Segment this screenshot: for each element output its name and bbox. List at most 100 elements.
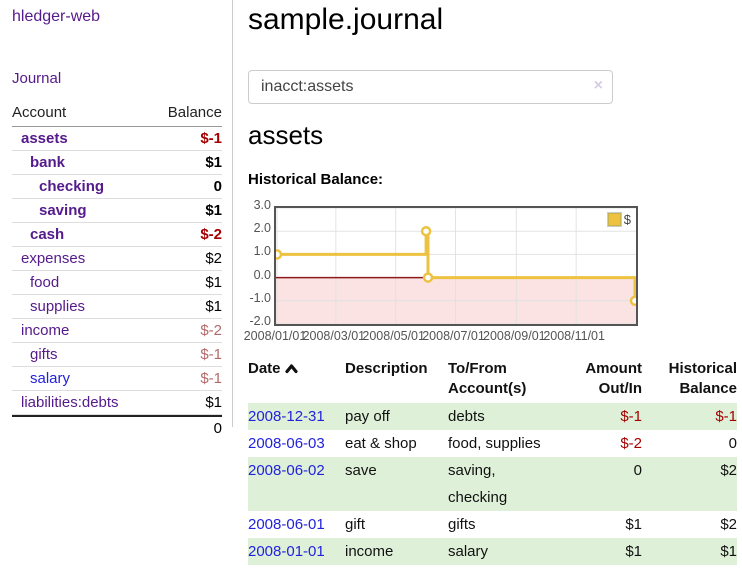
register-date-cell: 2008-01-01	[248, 538, 345, 565]
accounts-table-header: Account Balance	[12, 101, 222, 127]
register-row: 2008-12-31 pay off debts $-1 $-1	[248, 403, 737, 430]
sidebar-account-row: checking 0	[12, 175, 222, 199]
x-axis-tick-label: 2008/05/01	[362, 329, 425, 343]
balance-chart: $ 3.0 2.0 1.0 0.0 -1.0 -2.0 2008/01/01 2008/03/…	[244, 198, 737, 348]
register-amount-cell: $-2	[620, 435, 642, 452]
account-balance: $-1	[200, 346, 222, 363]
x-axis-tick-label: 2008/11/01	[543, 329, 605, 343]
account-link[interactable]: checking	[39, 178, 105, 195]
register-description-cell: eat & shop	[345, 435, 417, 452]
account-link[interactable]: assets	[21, 130, 68, 147]
account-link[interactable]: cash	[30, 226, 65, 243]
sidebar-account-row: cash $-2	[12, 223, 222, 247]
account-link[interactable]: gifts	[30, 346, 58, 363]
x-axis-tick-label: 2008/09/01	[483, 329, 546, 343]
account-balance: $2	[205, 250, 222, 267]
register-balance-cell: $2	[720, 516, 737, 533]
account-link[interactable]: liabilities:debts	[21, 394, 119, 411]
transaction-date-link[interactable]: 2008-06-03	[248, 435, 325, 452]
register-balance-cell: 0	[728, 435, 737, 452]
account-balance: $1	[205, 298, 222, 315]
search-form: × Search ?	[248, 66, 737, 106]
amount-column-header: Amount Out/In	[585, 360, 642, 397]
account-balance: 0	[213, 178, 222, 195]
account-balance: $-1	[200, 370, 222, 387]
sidebar: hledger-web Journal Account Balance asse…	[0, 0, 232, 582]
account-link[interactable]: saving	[39, 202, 87, 219]
sidebar-item-journal[interactable]: Journal	[12, 70, 62, 87]
legend-swatch-icon	[606, 212, 622, 227]
register-description-cell: pay off	[345, 403, 448, 430]
account-balance: $-2	[200, 226, 222, 243]
chart-legend: $	[605, 211, 633, 228]
y-axis-tick-label: 3.0	[253, 198, 271, 212]
search-input[interactable]	[248, 70, 613, 104]
legend-label: $	[623, 212, 631, 227]
register-amount-cell: $1	[573, 538, 647, 565]
x-axis-tick-label: 2008/07/01	[422, 329, 485, 343]
register-description-cell: gift	[345, 516, 366, 533]
account-link[interactable]: salary	[30, 370, 71, 387]
register-balance-cell: $2	[647, 457, 737, 511]
date-column-header[interactable]: Date	[248, 357, 345, 403]
register-accounts-cell: gifts	[448, 516, 476, 533]
chart-plot-area: $	[274, 206, 638, 326]
account-column-header: Account	[12, 104, 67, 121]
sidebar-account-row: gifts $-1	[12, 343, 222, 367]
sidebar-divider	[232, 0, 233, 427]
transaction-date-link[interactable]: 2008-12-31	[248, 408, 325, 425]
account-balance: $1	[205, 202, 222, 219]
x-axis-tick-label: 2008/01/01	[243, 329, 307, 343]
sidebar-account-row: assets $-1	[12, 127, 222, 151]
sidebar-account-row: salary $-1	[12, 367, 222, 391]
total-balance: 0	[213, 420, 222, 437]
register-date-cell: 2008-12-31	[248, 403, 345, 430]
register-row: 2008-01-01 income salary $1 $1	[248, 538, 737, 565]
accounts-balance-table: Account Balance assets $-1 bank $1 checking 0…	[12, 101, 222, 440]
register-amount-cell: $-1	[573, 403, 647, 430]
register-row: 2008-06-01 gift gifts $1 $2	[248, 511, 737, 538]
register-table: Date Description To/From Account(s) Amou…	[248, 357, 737, 565]
register-accounts-cell: salary	[448, 538, 573, 565]
transaction-date-link[interactable]: 2008-06-02	[248, 462, 325, 479]
account-balance: $-1	[200, 130, 222, 147]
register-date-cell: 2008-06-03	[248, 430, 345, 457]
register-date-cell: 2008-06-01	[248, 511, 345, 538]
description-column-header: Description	[345, 360, 428, 377]
register-amount-cell: $1	[625, 516, 642, 533]
sidebar-account-row: income $-2	[12, 319, 222, 343]
accounts-column-header: To/From Account(s)	[448, 360, 527, 397]
register-balance-cell: $-1	[647, 403, 737, 430]
register-description-cell: income	[345, 538, 448, 565]
account-balance: $1	[205, 394, 222, 411]
x-axis-tick-label: 2008/03/01	[302, 329, 366, 343]
y-axis-tick-label: 0.0	[253, 267, 271, 282]
transaction-date-link[interactable]: 2008-01-01	[248, 543, 325, 560]
register-accounts-cell: debts	[448, 403, 573, 430]
transaction-date-link[interactable]: 2008-06-01	[248, 516, 325, 533]
y-axis-tick-label: 2.0	[253, 221, 271, 236]
sidebar-account-row: food $1	[12, 271, 222, 295]
account-link[interactable]: supplies	[30, 298, 86, 315]
y-axis-tick-label: -1.0	[249, 290, 271, 305]
account-link[interactable]: food	[30, 274, 60, 291]
account-link[interactable]: bank	[30, 154, 66, 171]
app-title-link[interactable]: hledger-web	[12, 8, 101, 25]
account-link[interactable]: income	[21, 322, 70, 339]
sort-ascending-icon	[284, 360, 298, 380]
register-row: 2008-06-02 save saving, checking 0 $2	[248, 457, 737, 511]
account-link[interactable]: expenses	[21, 250, 86, 267]
accounts-total-row: 0	[12, 415, 222, 440]
register-accounts-cell: food, supplies	[448, 435, 541, 452]
y-axis-tick-label: 1.0	[253, 244, 271, 259]
register-row: 2008-06-03 eat & shop food, supplies $-2 0	[248, 430, 737, 457]
register-header-row: Date Description To/From Account(s) Amou…	[248, 357, 737, 403]
account-heading: assets	[248, 120, 324, 150]
register-accounts-cell: saving, checking	[448, 457, 573, 511]
register-amount-cell: 0	[573, 457, 647, 511]
account-balance: $1	[205, 274, 222, 291]
sidebar-account-row: supplies $1	[12, 295, 222, 319]
clear-search-icon[interactable]: ×	[593, 77, 603, 94]
sidebar-account-row: bank $1	[12, 151, 222, 175]
balance-column-header: Balance	[167, 104, 222, 121]
